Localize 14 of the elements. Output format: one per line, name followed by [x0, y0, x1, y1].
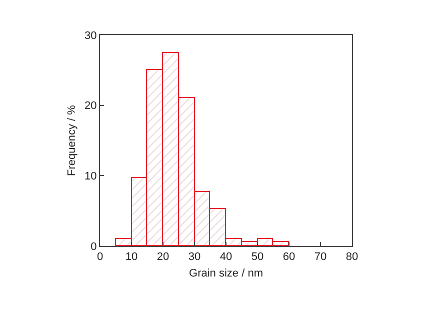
y-tick-label: 0	[90, 240, 97, 253]
x-tick-label: 70	[314, 251, 327, 264]
y-tick-label: 30	[84, 30, 97, 42]
y-axis-title: Frequency / %	[66, 104, 78, 176]
x-tick-label: 20	[156, 251, 170, 264]
x-tick-label: 40	[220, 251, 232, 264]
x-tick-label: 30	[188, 251, 201, 264]
x-tick-label: 50	[251, 251, 264, 264]
x-tick-label: 60	[282, 251, 296, 264]
y-tick-label: 20	[84, 100, 97, 112]
x-axis-title: Grain size / nm	[189, 267, 263, 280]
y-tick-label: 10	[84, 170, 97, 183]
x-tick-label: 10	[125, 251, 138, 264]
x-tick-label: 80	[346, 251, 358, 264]
